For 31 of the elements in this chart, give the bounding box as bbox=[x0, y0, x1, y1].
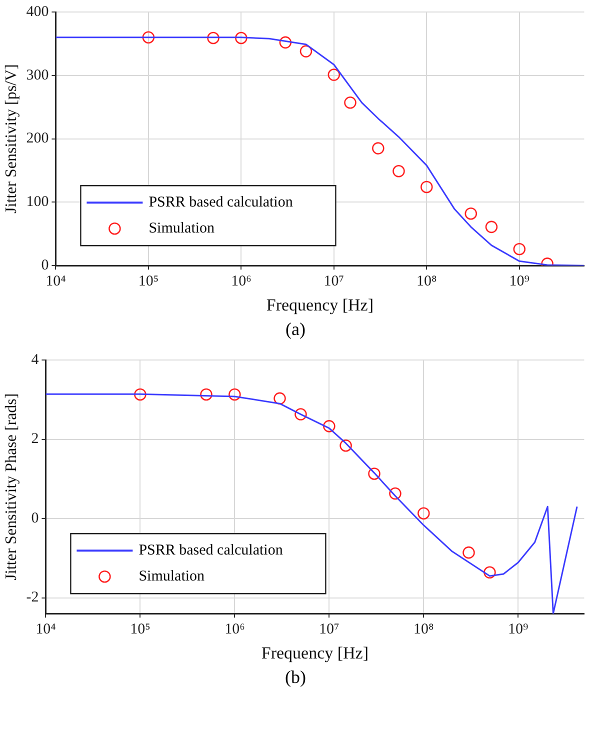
text: (a) bbox=[284, 318, 306, 340]
y-tick-label: 0 bbox=[41, 258, 49, 274]
y-tick-label: 100 bbox=[26, 194, 49, 210]
x-tick-label: 10⁶ bbox=[231, 274, 252, 290]
legend-label: Simulation bbox=[138, 568, 206, 585]
y-tick-label: 4 bbox=[31, 352, 40, 368]
x-tick-label: 10⁴ bbox=[46, 274, 66, 290]
x-tick-label: 10⁷ bbox=[324, 274, 344, 290]
y-tick-label: 0 bbox=[31, 510, 39, 526]
x-tick-label: 10⁶ bbox=[224, 622, 245, 638]
x-tick-label: 10⁵ bbox=[130, 622, 150, 638]
legend-label: Simulation bbox=[148, 220, 216, 237]
x-tick-label: 10⁴ bbox=[36, 622, 56, 638]
x-axis-title: Frequency [Hz] bbox=[266, 295, 374, 314]
x-axis-title: Frequency [Hz] bbox=[261, 643, 369, 662]
x-tick-label: 10⁸ bbox=[416, 274, 437, 290]
y-tick-label: 200 bbox=[26, 130, 49, 147]
y-tick-label: 300 bbox=[26, 67, 49, 84]
y-tick-label: 400 bbox=[26, 4, 49, 20]
x-tick-label: 10⁹ bbox=[508, 622, 528, 638]
y-axis-title: Jitter Sensitivity [ps/V] bbox=[2, 64, 20, 214]
y-tick-label: -2 bbox=[26, 590, 39, 606]
text: (b) bbox=[284, 666, 307, 688]
legend-label: PSRR based calculation bbox=[138, 542, 284, 559]
x-tick-label: 10⁹ bbox=[509, 274, 530, 290]
x-tick-label: 10⁵ bbox=[138, 274, 159, 290]
y-tick-label: 2 bbox=[31, 431, 39, 448]
legend-label: PSRR based calculation bbox=[148, 194, 294, 211]
x-tick-label: 10⁷ bbox=[319, 622, 340, 638]
y-axis-title: Jitter Sensitivity Phase [rads] bbox=[2, 393, 20, 580]
x-tick-label: 10⁸ bbox=[414, 622, 434, 638]
